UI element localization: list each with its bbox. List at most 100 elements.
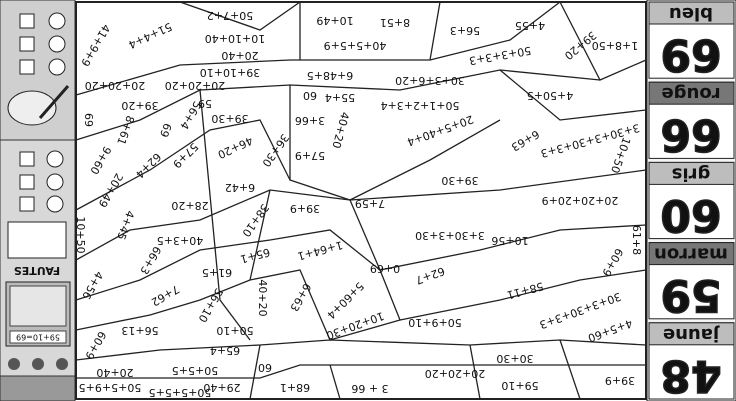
region-label: 1+8+50	[592, 39, 638, 52]
checkbox[interactable]	[19, 36, 35, 52]
button[interactable]	[32, 358, 44, 370]
brush-icon	[38, 85, 70, 119]
region-label: 20+20+20+9	[542, 194, 619, 207]
legend-number: 48	[660, 350, 721, 401]
button[interactable]	[8, 358, 20, 370]
legend-number: 59	[660, 270, 721, 321]
legend-number: 69	[660, 29, 721, 80]
icon[interactable]	[46, 195, 64, 213]
legend-color-name: rouge	[661, 83, 720, 104]
outline	[75, 229, 381, 301]
errors-label: FAUTES	[14, 264, 60, 277]
errors-box	[7, 221, 67, 259]
icon[interactable]	[48, 58, 66, 76]
icon[interactable]	[46, 173, 64, 191]
icon[interactable]	[48, 12, 66, 30]
region-label: 39+30	[441, 174, 478, 187]
region-label: 10+50	[74, 216, 87, 253]
region-label: 7+59	[355, 197, 385, 210]
region-label: 61+5	[202, 266, 232, 279]
region-label: 50+5+9+5	[79, 381, 142, 394]
legend-header	[648, 322, 735, 346]
icon[interactable]	[46, 150, 64, 168]
region-label: 39+9	[290, 202, 320, 215]
icon[interactable]	[48, 35, 66, 53]
region-label: 59+10	[501, 379, 538, 392]
region-label: 6+48+5	[307, 69, 353, 82]
legend-color-name: jaune	[663, 324, 720, 345]
outline	[76, 364, 646, 379]
puzzle-outlines	[75, 1, 647, 400]
legend-color-name: bleu	[669, 3, 713, 24]
region-label: 61+8	[630, 225, 643, 255]
legend-panel: bleu 69 rouge 66 gris 60 marron 59 jaune 48	[646, 0, 736, 401]
region-label: 6+42	[225, 181, 255, 194]
outline	[469, 344, 481, 400]
puzzle-border	[75, 1, 647, 400]
region-label: 56+13	[121, 324, 158, 337]
palette-icon[interactable]	[7, 90, 57, 126]
checkbox[interactable]	[19, 196, 35, 212]
outline	[75, 59, 300, 96]
region-label: 40+5+5+9	[324, 39, 387, 52]
button[interactable]	[56, 358, 68, 370]
region-label: 65+4	[210, 344, 240, 357]
checkbox[interactable]	[19, 151, 35, 167]
calculator-screen	[9, 330, 67, 344]
outline	[349, 169, 647, 201]
region-label: 68+1	[280, 381, 310, 394]
region-label: 56+3	[450, 24, 480, 37]
calculator-keys[interactable]	[9, 285, 67, 327]
outline	[499, 69, 647, 121]
region-label: 50+7+2	[207, 9, 253, 22]
region-label: 10+56	[491, 234, 528, 247]
region-label: 57+9	[295, 149, 325, 162]
region-label: 39+30	[211, 112, 248, 125]
outline	[329, 364, 341, 400]
region-label: 39+10+10	[200, 66, 260, 79]
region-label: 50+9+10	[408, 316, 461, 329]
outline	[75, 119, 291, 211]
legend-number: 60	[660, 189, 721, 240]
legend-number: 66	[660, 109, 721, 160]
region-label: 30+30	[496, 352, 533, 365]
region-label: 10+49	[316, 14, 353, 27]
region-label: 4+50+5	[527, 89, 573, 102]
region-label: 8+51	[380, 16, 410, 29]
region-label: 50+1+2+3+4	[381, 99, 460, 112]
region-label: 50+10	[216, 324, 253, 337]
region-label: 20+20+20	[425, 367, 485, 380]
region-label: 3+30+3+30	[415, 229, 485, 242]
region-label: 20+20+20	[85, 79, 145, 92]
checkbox[interactable]	[19, 59, 35, 75]
outline	[349, 199, 647, 271]
legend-color-name: marron	[654, 244, 728, 265]
outline	[249, 344, 261, 400]
region-label: 39+20	[121, 99, 158, 112]
legend-color-name: gris	[672, 163, 711, 184]
legend-header	[648, 81, 735, 105]
region-label: 60	[303, 89, 317, 102]
outline	[199, 89, 251, 341]
region-label: 69	[157, 121, 174, 139]
region-label: 3+66	[295, 114, 325, 127]
outline	[559, 339, 581, 400]
region-label: 39+9	[605, 374, 635, 387]
region-label: 20+40	[221, 49, 258, 62]
checkbox[interactable]	[19, 13, 35, 29]
region-label: 50+5+5+5	[149, 386, 212, 399]
nav-buttons[interactable]	[0, 375, 76, 401]
region-label: 28+20	[171, 199, 208, 212]
region-label: 29+40	[203, 381, 240, 394]
checkbox[interactable]	[19, 174, 35, 190]
outline	[179, 1, 301, 31]
region-label: 40+3+5	[157, 234, 203, 247]
region-label: 30+3+6+20	[395, 74, 465, 87]
outline	[299, 1, 441, 61]
outline	[75, 189, 351, 261]
toolbar: FAUTES 59+10=69	[0, 0, 76, 401]
region-label: 3 + 66	[351, 382, 388, 395]
